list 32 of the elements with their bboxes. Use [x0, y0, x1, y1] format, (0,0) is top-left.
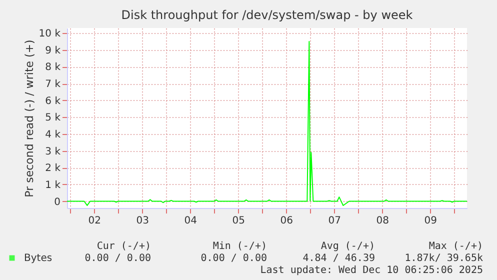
- y-tick-label: 9 k: [45, 45, 61, 56]
- y-tick-label: 6 k: [45, 96, 61, 107]
- y-tick-label: 10 k: [38, 28, 61, 40]
- line-series: [67, 40, 467, 206]
- text: Last update: Wed Dec 10 06:25:06 2025: [260, 265, 483, 276]
- text: Min (-/+): [212, 241, 267, 252]
- legend-label: Bytes: [24, 253, 52, 264]
- x-tick-label: 08: [376, 216, 390, 226]
- y-tick-label: 1 k: [45, 180, 61, 191]
- x-tick-label: 04: [184, 216, 198, 226]
- y-tick-label: 8 k: [45, 62, 61, 74]
- x-tick-label: 09: [424, 216, 438, 226]
- x-tick-label: 07: [328, 216, 342, 226]
- text: Avg (-/+): [320, 241, 375, 252]
- y-tick-label: 5 k: [45, 112, 61, 124]
- text: 0.00 / 0.00: [84, 253, 151, 264]
- y-tick-label: 4 k: [45, 129, 61, 140]
- y-tick-label: 3 k: [45, 146, 61, 158]
- text: Max (-/+): [428, 241, 483, 252]
- y-tick-label: 2 k: [45, 163, 61, 174]
- text: 0.00 / 0.00: [200, 253, 267, 264]
- chart-title: Disk throughput for /dev/system/swap - by week: [121, 8, 413, 22]
- x-tick-label: 05: [232, 216, 246, 226]
- y-tick-label: 7 k: [45, 79, 61, 90]
- x-tick-label: 06: [280, 216, 294, 226]
- text: 4.84 / 46.39: [302, 253, 375, 264]
- x-tick-label: 02: [88, 216, 102, 226]
- text: 1.87k/ 39.65k: [404, 253, 483, 264]
- y-tick-label: 0: [54, 196, 60, 208]
- x-tick-label: 03: [136, 216, 150, 226]
- text: Cur (-/+): [96, 241, 151, 252]
- y-axis-title: Pr second read (-) / write (+): [22, 40, 36, 198]
